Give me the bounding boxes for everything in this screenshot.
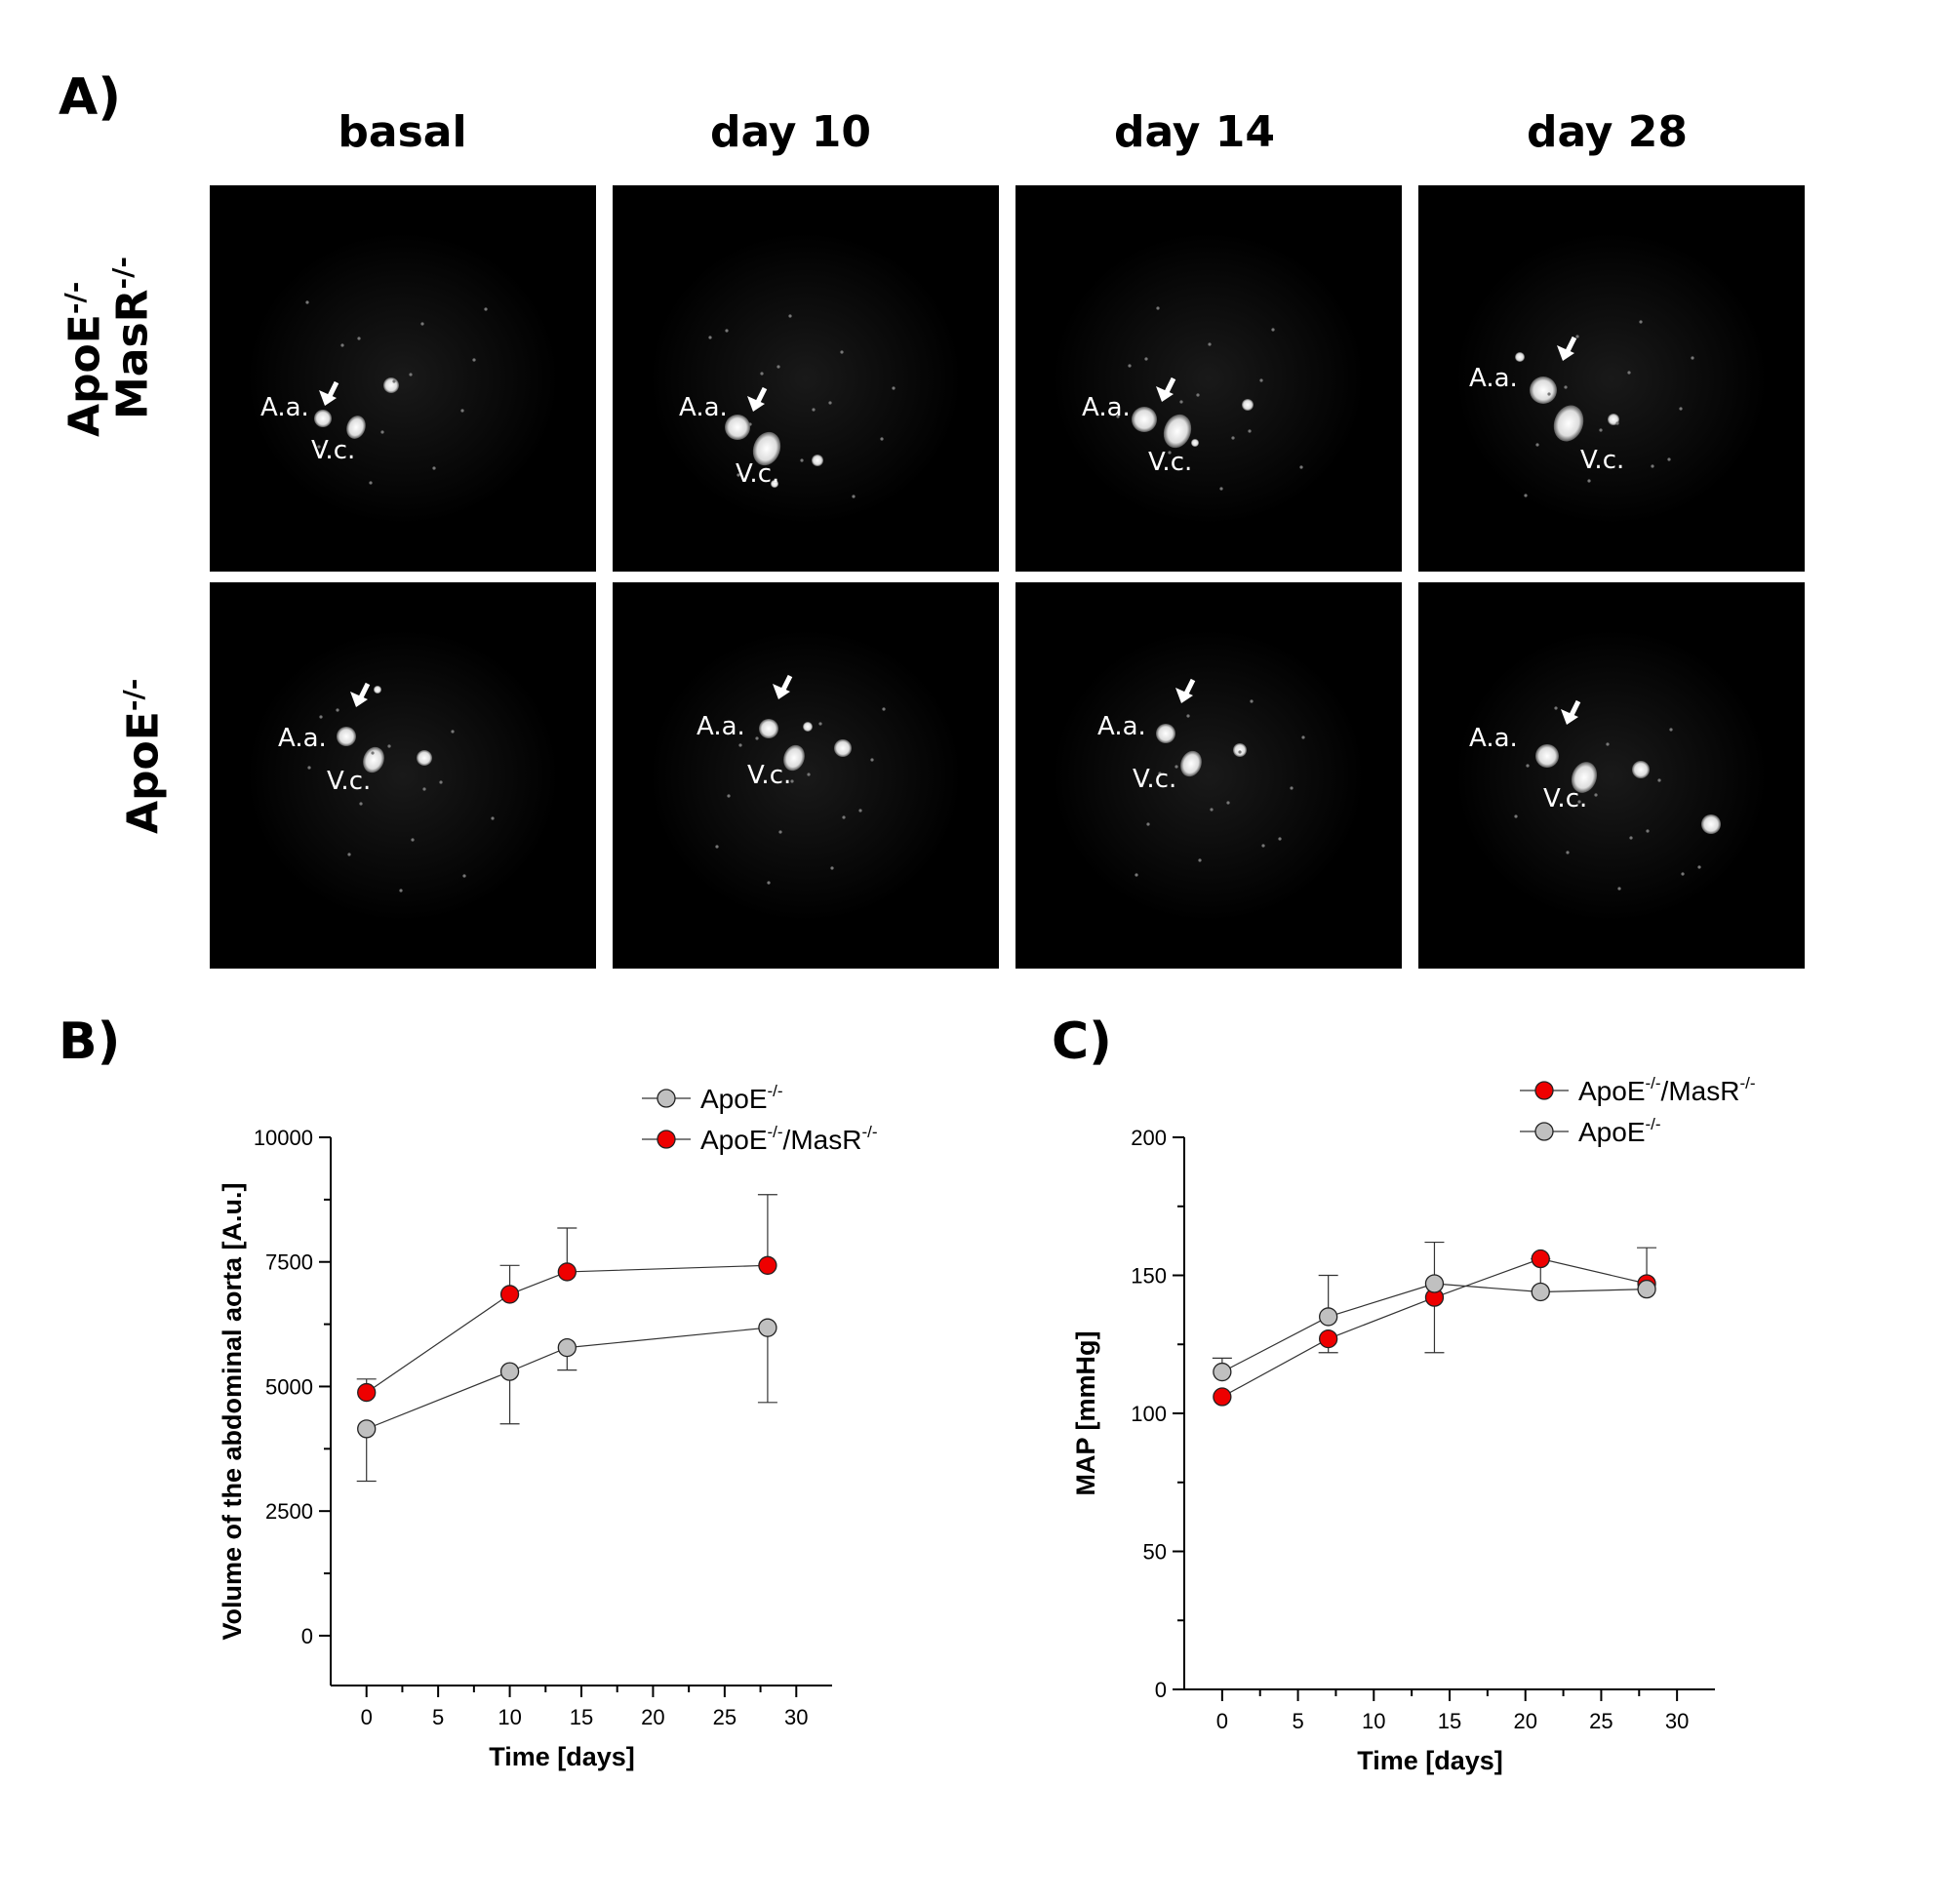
y-axis-label: MAP [mmHg]	[1071, 1330, 1100, 1495]
legend-entry: ApoE-/-/MasR-/-	[1578, 1074, 1756, 1106]
vc-label: V.c.	[736, 459, 779, 489]
y-tick-label: 150	[1131, 1264, 1167, 1289]
vc-label: V.c.	[311, 436, 355, 465]
data-point	[557, 1337, 577, 1358]
x-tick-label: 15	[1438, 1709, 1461, 1733]
aa-label: A.a.	[1082, 393, 1131, 422]
aa-label: A.a.	[278, 724, 327, 753]
legend-marker	[657, 1089, 676, 1108]
x-tick-label: 20	[641, 1705, 664, 1729]
data-point	[499, 1285, 520, 1304]
mri-image-row1-col4: A.a. V.c.	[1418, 185, 1805, 572]
x-tick-label: 25	[1589, 1709, 1613, 1733]
vc-label: V.c.	[1133, 765, 1176, 794]
data-point	[1637, 1279, 1656, 1299]
legend-entry: ApoE-/-	[700, 1082, 783, 1114]
data-point	[357, 1419, 377, 1439]
aa-label: A.a.	[1097, 712, 1146, 741]
data-point	[1319, 1307, 1338, 1327]
y-tick-label: 5000	[265, 1374, 313, 1399]
data-point	[1213, 1362, 1232, 1382]
y-tick-label: 0	[1155, 1678, 1167, 1702]
vc-label: V.c.	[1148, 448, 1192, 477]
data-point	[1531, 1249, 1550, 1269]
y-tick-label: 10000	[254, 1126, 313, 1150]
mri-image-row2-col2: A.a. V.c.	[613, 582, 999, 969]
aa-label: A.a.	[697, 712, 745, 741]
y-tick-label: 100	[1131, 1402, 1167, 1426]
legend-entry: ApoE-/-	[1578, 1115, 1661, 1147]
mri-image-row1-col2: A.a. V.c.	[613, 185, 999, 572]
chart-aortic-volume: 0 5 10 15 20 25 30 0 2500 5000 7500 10000 Time [days…	[218, 1082, 878, 1771]
mri-image-row2-col4: A.a. V.c.	[1418, 582, 1805, 969]
x-tick-label: 5	[1292, 1709, 1303, 1733]
series-line	[366, 1327, 768, 1430]
aa-label: A.a.	[260, 393, 309, 422]
data-point	[758, 1318, 777, 1337]
x-tick-label: 15	[570, 1705, 593, 1729]
x-tick-label: 30	[784, 1705, 808, 1729]
legend-marker	[1534, 1122, 1554, 1141]
mri-image-row1-col3: A.a. V.c.	[1015, 185, 1402, 572]
y-tick-label: 2500	[265, 1499, 313, 1524]
data-point	[1213, 1387, 1232, 1407]
vc-label: V.c.	[1543, 784, 1587, 813]
row-label-apoe-masr: ApoE-/- MasR-/-	[59, 256, 158, 437]
column-header-day-10: day 10	[709, 107, 872, 157]
data-point	[557, 1262, 577, 1282]
vc-label: V.c.	[327, 767, 371, 796]
vc-label: V.c.	[747, 761, 791, 790]
chart-map: 0 5 10 15 20 25 30 0 50 100 150 200 Time [days] MAP […	[1071, 1074, 1756, 1775]
y-tick-label: 50	[1143, 1540, 1167, 1565]
x-tick-label: 10	[1362, 1709, 1385, 1733]
data-point	[357, 1382, 377, 1403]
x-tick-label: 10	[498, 1705, 521, 1729]
mri-image-row2-col1: A.a. V.c.	[210, 582, 596, 969]
column-header-day-28: day 28	[1526, 107, 1689, 157]
vc-label: V.c.	[1580, 446, 1624, 475]
legend-marker	[657, 1130, 676, 1149]
x-tick-label: 0	[1216, 1709, 1228, 1733]
data-point	[1531, 1282, 1550, 1302]
data-point	[499, 1362, 520, 1381]
series-line	[366, 1264, 768, 1394]
mri-image-row1-col1: A.a. V.c.	[210, 185, 596, 572]
y-tick-label: 0	[301, 1624, 313, 1648]
x-tick-label: 5	[432, 1705, 444, 1729]
y-tick-label: 7500	[265, 1250, 313, 1275]
legend-entry: ApoE-/-/MasR-/-	[700, 1123, 878, 1155]
legend-marker	[1534, 1081, 1554, 1100]
mri-image-row2-col3: A.a. V.c.	[1015, 582, 1402, 969]
panel-label-c: C)	[1052, 1012, 1112, 1071]
x-tick-label: 30	[1665, 1709, 1689, 1733]
aa-label: A.a.	[1469, 724, 1518, 753]
aa-label: A.a.	[1469, 364, 1518, 393]
data-point	[758, 1255, 777, 1275]
data-point	[1424, 1274, 1445, 1293]
panel-label-a: A)	[59, 68, 122, 127]
x-tick-label: 25	[713, 1705, 737, 1729]
panel-label-b: B)	[59, 1012, 121, 1071]
data-point	[1319, 1329, 1338, 1349]
x-tick-label: 0	[361, 1705, 373, 1729]
aa-label: A.a.	[679, 393, 728, 422]
y-tick-label: 200	[1131, 1126, 1167, 1150]
x-axis-label: Time [days]	[489, 1742, 635, 1771]
column-header-day-14: day 14	[1113, 107, 1276, 157]
x-axis-label: Time [days]	[1357, 1746, 1503, 1775]
row-label-apoe: ApoE-/-	[117, 678, 169, 834]
y-axis-label: Volume of the abdominal aorta [A.u.]	[218, 1182, 247, 1640]
x-tick-label: 20	[1513, 1709, 1536, 1733]
column-header-basal: basal	[338, 107, 467, 157]
